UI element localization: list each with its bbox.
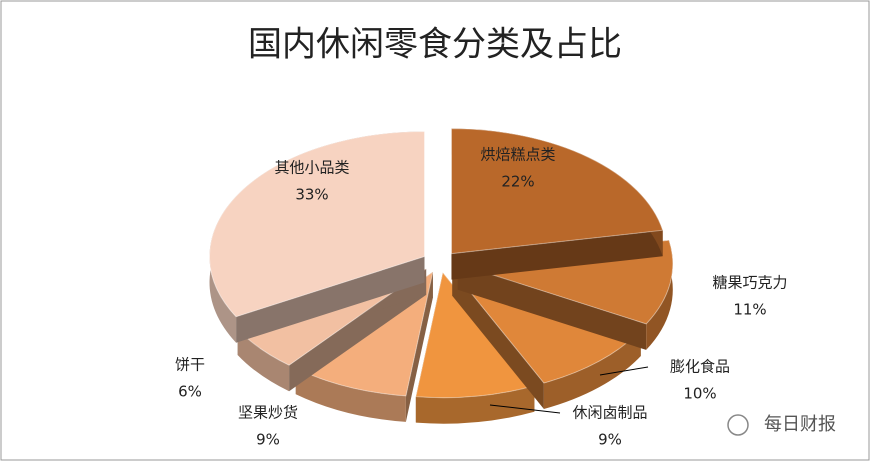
slice-top bbox=[209, 131, 426, 318]
slice-value-label: 22% bbox=[501, 173, 534, 191]
slice-value-label: 33% bbox=[295, 186, 328, 204]
slice-value-label: 11% bbox=[733, 301, 766, 319]
slice-side bbox=[405, 271, 433, 422]
watermark-text: 每日财报 bbox=[764, 414, 836, 435]
slice-value-label: 9% bbox=[598, 431, 622, 449]
slice-value-label: 6% bbox=[178, 383, 202, 401]
slice-value-label: 9% bbox=[256, 431, 280, 449]
slice-label: 坚果炒货 bbox=[238, 404, 298, 422]
slice-side bbox=[543, 330, 641, 409]
slice bbox=[450, 128, 664, 280]
slice-label: 饼干 bbox=[175, 356, 205, 374]
slice-side bbox=[415, 385, 535, 424]
slice-side bbox=[295, 368, 406, 422]
slice-label: 其他小品类 bbox=[274, 159, 349, 177]
slice-value-label: 10% bbox=[683, 385, 716, 403]
watermark-icon bbox=[727, 414, 749, 436]
slice-top bbox=[450, 128, 664, 255]
slice-side bbox=[451, 230, 663, 280]
slice-side bbox=[452, 269, 544, 409]
leader-line bbox=[489, 404, 561, 414]
slice-label: 休闲卤制品 bbox=[572, 404, 647, 422]
slice bbox=[209, 131, 426, 343]
slice-side bbox=[236, 256, 425, 343]
chart-title: 国内休闲零食分类及占比 bbox=[248, 25, 622, 65]
leader-line bbox=[599, 366, 649, 376]
pie bbox=[209, 128, 674, 424]
watermark: 每日财报 bbox=[727, 414, 836, 436]
slice-label: 膨化食品 bbox=[670, 358, 730, 376]
slice-side bbox=[237, 329, 290, 392]
slice-label: 烘焙糕点类 bbox=[480, 146, 555, 164]
slice-label: 糖果巧克力 bbox=[712, 274, 787, 292]
slice-side bbox=[457, 263, 647, 350]
slice-side bbox=[646, 240, 673, 350]
